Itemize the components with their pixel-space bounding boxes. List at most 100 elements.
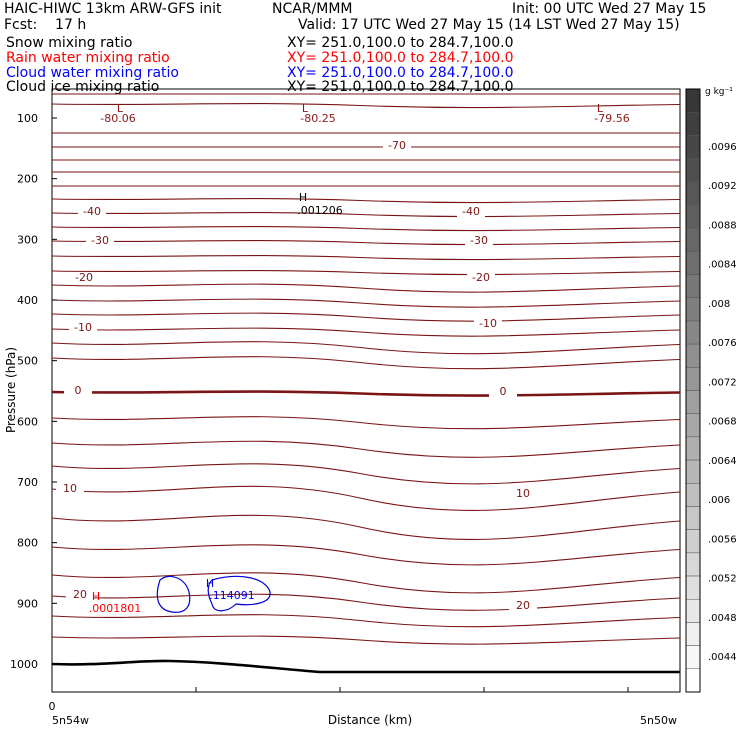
contour-value-label: 10 <box>516 487 530 500</box>
field-xy-rain: XY= 251.0,100.0 to 284.7,100.0 <box>287 50 514 66</box>
isotherm-line <box>51 212 681 218</box>
isotherm-line <box>51 593 681 611</box>
field-name-cloud-water: Cloud water mixing ratio <box>6 65 179 81</box>
colorbar-swatch <box>685 343 701 368</box>
contour-label-bg <box>70 272 98 284</box>
isotherm-line <box>51 416 681 430</box>
colorbar: .0096 .0092 .0088 .0084 .008 .0076 .0072 .0068.… <box>685 88 737 693</box>
y-tick-label: 1000 <box>10 658 38 671</box>
colorbar-swatch <box>685 645 701 670</box>
y-tick-label: 100 <box>17 112 38 125</box>
contour-label-bg <box>64 385 92 397</box>
contour-label-bg <box>66 589 94 601</box>
extrema-markers: L-80.06L-80.25L-79.56H.001206H.0001801H.… <box>89 102 630 615</box>
contour-value-label: 0 <box>75 384 82 397</box>
contour-value-label: -10 <box>479 317 497 330</box>
isotherm-line <box>51 341 681 355</box>
contour-label-bg <box>474 318 502 330</box>
colorbar-swatch <box>685 367 701 391</box>
cloud-water-contour <box>207 575 271 612</box>
isotherm-line <box>51 270 681 276</box>
isotherm-line <box>51 226 681 232</box>
x-right-endpoint: 5n50w <box>640 714 677 727</box>
extremum-symbol: H <box>299 191 307 204</box>
field-xy-cloud-water: XY= 251.0,100.0 to 284.7,100.0 <box>287 65 514 81</box>
colorbar-swatch <box>685 598 701 623</box>
contour-value-label: -30 <box>91 234 109 247</box>
extremum-symbol: L <box>597 102 604 115</box>
colorbar-label: .0068 <box>708 417 737 428</box>
contour-label-bg <box>467 272 495 284</box>
contour-label-bg <box>383 140 411 152</box>
contour-label-bg <box>69 322 97 334</box>
contour-value-label: 20 <box>516 599 530 612</box>
contour-label-bg <box>509 488 537 500</box>
isotherm-line <box>51 390 681 397</box>
contour-value-label: -40 <box>462 205 480 218</box>
cloud-water-contour <box>156 575 191 613</box>
y-tick-label: 900 <box>17 597 38 610</box>
isotherm-line <box>51 635 681 645</box>
init-time: Init: 00 UTC Wed 27 May 15 <box>512 1 707 17</box>
temperature-contours: -70 -40 -40 -30 -30 -20 -20 -10 -10 0 0 10 10 20 20 <box>51 93 681 674</box>
colorbar-label: .0056 <box>708 534 737 545</box>
forecast-hour: Fcst: 17 h <box>4 17 87 33</box>
colorbar-swatch <box>685 88 701 113</box>
isotherm-line <box>51 463 681 485</box>
y-axis-title: Pressure (hPa) <box>4 347 18 433</box>
colorbar-swatch <box>685 135 701 159</box>
colorbar-swatch <box>685 274 701 298</box>
colorbar-swatch <box>685 158 701 183</box>
model-title: HAIC-HIWC 13km ARW-GFS init <box>4 1 222 17</box>
contour-label-bg <box>465 235 493 247</box>
colorbar-label: .0044 <box>708 652 737 663</box>
extremum-symbol: L <box>117 102 124 115</box>
contour-label-bg <box>86 235 114 247</box>
field-xy-cloud-ice: XY= 251.0,100.0 to 284.7,100.0 <box>287 79 514 95</box>
colorbar-swatch <box>685 552 701 577</box>
isotherm-line <box>51 572 681 594</box>
isotherm-line <box>51 240 681 246</box>
extremum-symbol: H <box>92 590 100 603</box>
isotherm-line <box>51 356 681 370</box>
isotherm-line <box>51 312 681 322</box>
isotherm-line <box>51 544 681 566</box>
colorbar-swatch <box>685 181 701 206</box>
colorbar-swatch <box>685 483 701 507</box>
extremum-symbol: H <box>206 577 214 590</box>
y-tick-label: 300 <box>17 233 38 246</box>
isotherm-line <box>51 198 681 204</box>
extremum-value: -80.06 <box>100 112 135 125</box>
colorbar-label: .0084 <box>708 260 737 271</box>
colorbar-frame <box>685 88 701 693</box>
x-start-tick-label: 0 <box>49 700 56 713</box>
isotherm-line <box>51 283 681 293</box>
pressure-axis: 100 200 300 400 500 600 700 800 900 1000 <box>10 112 57 671</box>
colorbar-swatch <box>685 413 701 438</box>
isotherm-line <box>51 614 681 628</box>
org-label: NCAR/MMM <box>272 1 353 17</box>
colorbar-swatch <box>685 320 701 345</box>
extremum-value: .0001801 <box>89 602 142 615</box>
colorbar-swatch <box>685 575 701 600</box>
field-name-cloud-ice: Cloud ice mixing ratio <box>6 79 160 95</box>
contour-value-label: 10 <box>63 482 77 495</box>
colorbar-label: .006 <box>708 495 730 506</box>
colorbar-label: .0072 <box>708 377 737 388</box>
y-tick-label: 200 <box>17 173 38 186</box>
contour-label-bg <box>509 600 537 612</box>
contour-value-label: 0 <box>500 385 507 398</box>
colorbar-label: .0052 <box>708 574 737 585</box>
extremum-value: -79.56 <box>594 112 629 125</box>
contour-value-label: -20 <box>472 271 490 284</box>
field-xy-snow: XY= 251.0,100.0 to 284.7,100.0 <box>287 35 514 51</box>
contour-value-label: -40 <box>83 205 101 218</box>
plot-frame <box>51 88 681 693</box>
extremum-value: .001206 <box>297 204 343 217</box>
field-name-rain: Rain water mixing ratio <box>6 50 170 66</box>
y-tick-label: 600 <box>17 415 38 428</box>
y-tick-label: 400 <box>17 294 38 307</box>
contour-value-label: -30 <box>470 234 488 247</box>
colorbar-label: .0048 <box>708 613 737 624</box>
